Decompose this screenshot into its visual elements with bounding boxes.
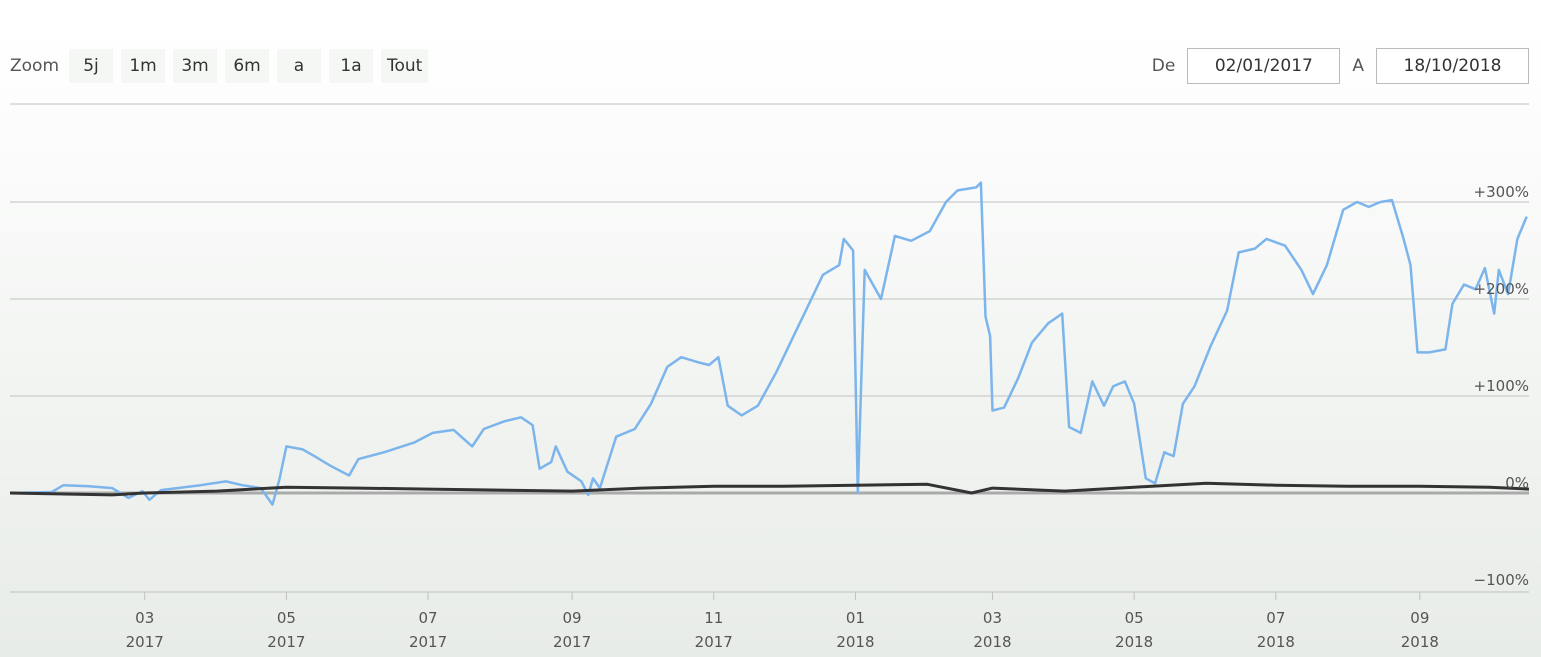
x-tick-label-month: 03 [983, 609, 1002, 627]
range-to-label: A [1352, 56, 1364, 76]
x-tick-label-month: 07 [1266, 609, 1285, 627]
x-tick-label-year: 2018 [973, 633, 1011, 651]
x-tick-label-year: 2018 [1401, 633, 1439, 651]
series-line-index [9, 481, 1530, 497]
zoom-button-3m[interactable]: 3m [173, 49, 218, 83]
zoom-label: Zoom [10, 56, 60, 76]
chart-area [0, 32, 1541, 657]
x-tick-label-year: 2017 [409, 633, 447, 651]
zoom-button-5j[interactable]: 5j [69, 49, 114, 83]
zoom-button-1m[interactable]: 1m [121, 49, 166, 83]
range-to-input[interactable] [1376, 48, 1529, 84]
x-tick-label-year: 2017 [267, 633, 305, 651]
x-tick-label-month: 09 [1410, 609, 1429, 627]
x-tick-label-month: 03 [135, 609, 154, 627]
date-range-toolbar: De A [1140, 47, 1529, 85]
zoom-button-1a[interactable]: 1a [329, 49, 374, 83]
zoom-button-a[interactable]: a [277, 49, 322, 83]
y-tick-label: +200% [1474, 280, 1529, 298]
x-tick-label-year: 2018 [1115, 633, 1153, 651]
x-tick-label-month: 05 [277, 609, 296, 627]
x-tick-label-year: 2018 [836, 633, 874, 651]
zoom-button-6m[interactable]: 6m [225, 49, 270, 83]
y-tick-label: +300% [1474, 183, 1529, 201]
y-tick-label: −100% [1474, 571, 1529, 589]
range-from-input[interactable] [1187, 48, 1341, 84]
x-tick-label-month: 07 [419, 609, 438, 627]
range-from-label: De [1151, 56, 1176, 76]
x-tick-label-month: 09 [563, 609, 582, 627]
x-tick-label-month: 01 [846, 609, 865, 627]
x-tick-label-year: 2018 [1257, 633, 1295, 651]
x-tick-label-year: 2017 [695, 633, 733, 651]
x-tick-label-month: 11 [704, 609, 723, 627]
x-tick-label-year: 2017 [126, 633, 164, 651]
zoom-toolbar: Zoom 5j 1m 3m 6m a 1a Tout [10, 47, 436, 85]
zoom-button-tout[interactable]: Tout [381, 49, 429, 83]
x-tick-label-year: 2017 [553, 633, 591, 651]
y-tick-label: 0% [1505, 474, 1529, 492]
x-tick-label-month: 05 [1125, 609, 1144, 627]
y-tick-label: +100% [1474, 377, 1529, 395]
series-line-fund [9, 181, 1528, 506]
